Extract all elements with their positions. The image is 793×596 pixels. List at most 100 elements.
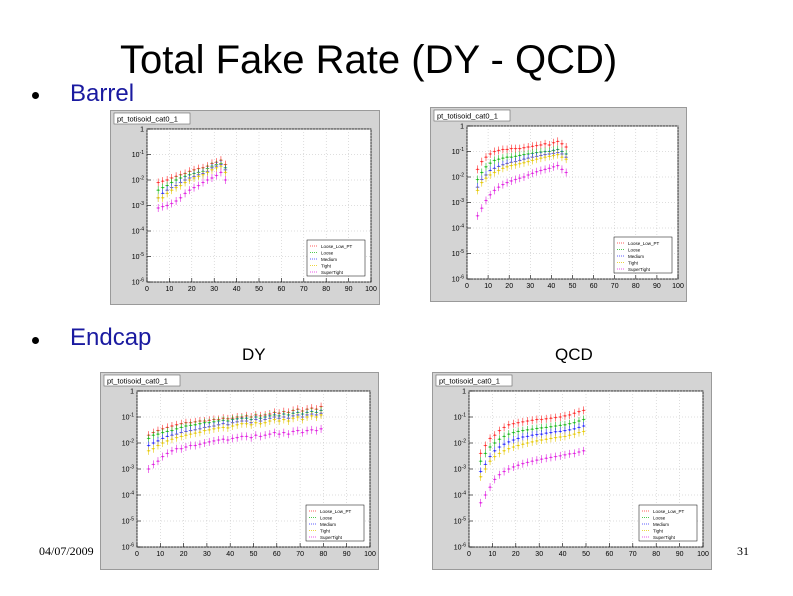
x-tick-label: 30 [535,551,543,558]
data-point [175,423,178,426]
data-point [484,444,487,447]
data-point [484,468,487,470]
data-point [157,196,160,199]
data-point [498,446,501,448]
data-point [493,455,496,458]
data-point [531,441,534,443]
y-tick-label: 10-6 [132,278,144,287]
data-point [226,439,229,441]
caption-dy: DY [242,345,266,364]
data-point [561,168,563,171]
data-point [212,440,215,442]
series-tight [156,162,228,202]
legend-label: SuperTight [320,535,343,540]
chart-panel-barrel-dy: pt_totisoid_cat0_1 0 10 20 30 40 50 60 70 80 90 100… [110,110,380,305]
data-point [539,144,542,146]
data-point [282,418,285,421]
x-tick-label: 40 [559,551,567,558]
x-tick-label: 20 [188,286,196,293]
data-point [215,166,218,169]
data-point [564,435,566,438]
data-point [226,427,229,429]
data-point [539,157,542,160]
data-point [161,442,164,444]
y-tick-label: 10-6 [454,543,466,552]
y-tick-label: 1 [462,389,466,396]
data-point [556,164,559,167]
series-supertight [146,424,323,473]
x-tick-label: 90 [343,551,351,558]
data-point [231,437,234,440]
data-point [197,184,200,187]
data-point [157,444,159,447]
bullet-endcap-dot [32,337,39,344]
data-point [489,153,492,155]
data-point [503,443,505,446]
data-point [197,175,200,178]
legend-label: SuperTight [653,535,676,540]
data-point [531,145,534,148]
data-point [497,186,500,189]
data-point [306,416,308,418]
data-point [220,171,222,174]
data-point [296,429,299,432]
data-point [479,452,482,455]
data-point [506,156,508,159]
legend-label: Medium [321,257,337,262]
data-point [501,157,504,160]
data-point [188,189,191,192]
data-point [193,177,195,179]
legend-label: Tight [653,529,664,534]
data-point [224,179,227,181]
y-tick-label: 10-2 [122,439,134,448]
x-tick-label: 30 [203,551,211,558]
data-point [544,142,546,145]
data-point [550,417,552,420]
data-point [507,441,510,443]
data-point [171,429,173,432]
y-tick-label: 10-6 [452,275,464,284]
data-point [254,434,257,437]
data-point [568,428,571,431]
data-point [507,447,510,450]
legend-label: Loose [628,248,641,253]
data-point [498,452,501,455]
data-point [506,165,508,168]
data-point [582,418,585,421]
data-point [489,162,492,165]
y-tick-label: 10-3 [122,465,134,474]
x-tick-label: 10 [156,551,164,558]
chart-panel-endcap-dy: pt_totisoid_cat0_1 0 10 20 30 40 50 60 70 80 90 100… [100,372,379,570]
data-point [152,447,155,450]
x-tick-label: 50 [582,551,590,558]
data-point [315,429,318,432]
data-point [287,433,290,435]
data-point [292,417,295,420]
data-point [510,164,513,167]
data-point [231,425,234,427]
data-point [166,192,169,195]
data-point [301,418,304,421]
data-point [485,177,487,180]
data-point [489,455,491,458]
x-tick-label: 60 [606,551,614,558]
data-point [489,486,491,489]
x-tick-label: 50 [250,551,258,558]
x-tick-label: 10 [484,283,492,290]
data-point [582,430,585,433]
data-point [170,202,173,205]
data-point [556,140,559,143]
y-tick-label: 10-1 [132,150,144,159]
data-point [489,193,492,196]
data-point [203,442,206,444]
data-point [189,444,192,447]
data-point [539,169,542,172]
data-point [250,436,253,439]
x-tick-label: 40 [548,283,556,290]
x-tick-label: 70 [296,551,304,558]
data-point [545,426,548,429]
data-point [166,435,169,438]
data-point [278,420,281,422]
legend-label: Loose [321,251,334,256]
